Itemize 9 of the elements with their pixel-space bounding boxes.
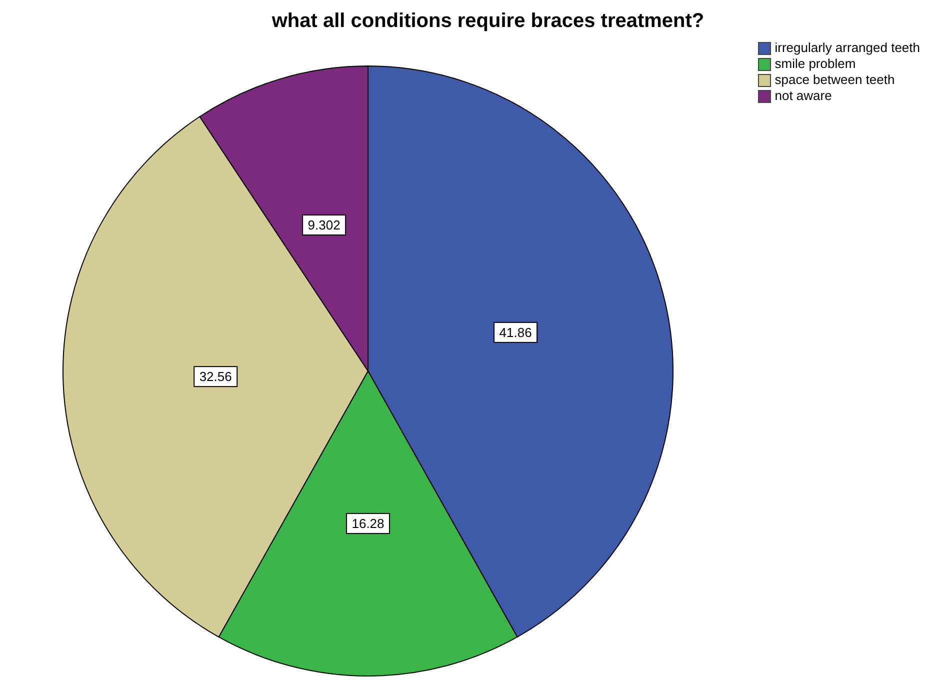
legend-label: space between teeth (774, 72, 895, 88)
legend-label: not aware (774, 88, 832, 104)
data-label: 32.56 (199, 369, 232, 384)
data-label: 16.28 (352, 516, 384, 531)
data-label: 9.302 (308, 217, 340, 232)
legend-label: smile problem (774, 56, 856, 72)
legend-label: irregularly arranged teeth (774, 40, 920, 56)
data-label: 41.86 (499, 324, 532, 340)
chart-title: what all conditions require braces treatment? (270, 10, 706, 33)
